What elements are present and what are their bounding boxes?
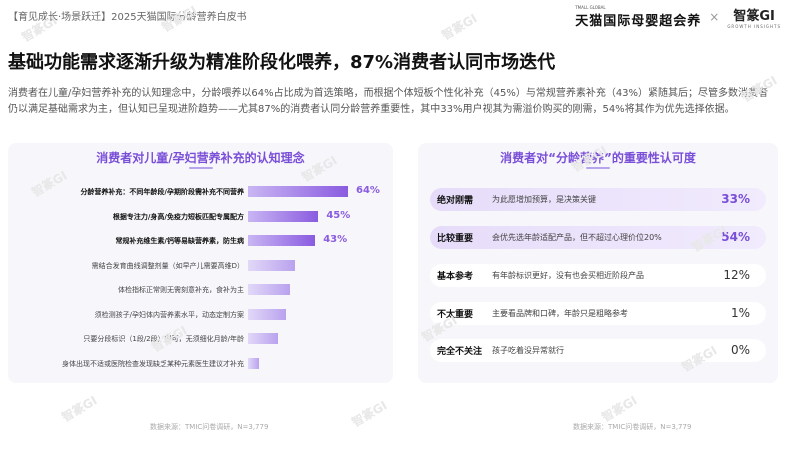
tmall-brand: TMALL GLOBAL 天猫国际母婴超会养 xyxy=(575,5,701,29)
importance-value: 54% xyxy=(721,230,750,244)
left-bar-chart: 分龄营养补充：不同年龄段/孕期阶段需补充不同营养 64% 根据专注力/身高/免疫力短… xyxy=(8,143,393,383)
importance-row: 绝对刚需 为此愿增加预算，是决策关键 33% xyxy=(430,188,766,211)
watermark: 智篆GI xyxy=(439,11,480,43)
bar-category-label: 须检测孩子/孕妇体内营养素水平，动态定制方案 xyxy=(94,310,244,319)
bar xyxy=(248,235,316,246)
importance-description: 为此愿增加预算，是决策关键 xyxy=(492,195,596,204)
bar-category-label: 体检指标正常则无需刻意补充，食补为主 xyxy=(118,286,244,294)
importance-row: 不太重要 主要看品牌和口碑，年龄只是粗略参考 1% xyxy=(430,302,766,325)
right-chart-panel: 消费者对“分龄营养”的重要性认可度 绝对刚需 为此愿增加预算，是决策关键 33% 比较… xyxy=(418,143,778,383)
importance-value: 12% xyxy=(723,268,750,282)
importance-row: 基本参考 有年龄标识更好，没有也会买相近阶段产品 12% xyxy=(430,264,766,287)
importance-description: 会优先选年龄适配产品，但不超过心理价位20% xyxy=(492,233,662,242)
bar-value-label: 64% xyxy=(356,185,380,196)
importance-row: 完全不关注 孩子吃着没异常就行 0% xyxy=(430,339,766,362)
bar-category-label: 分龄营养补充：不同年龄段/孕期阶段需补充不同营养 xyxy=(80,188,244,196)
brand-separator: × xyxy=(709,10,720,24)
header-report-label: 【育见成长·场景跃迁】2025天猫国际分龄营养白皮书 xyxy=(8,12,247,23)
bar-category-label: 只要分段标识（1段/2段）即可，无须细化月龄/年龄 xyxy=(83,335,244,343)
importance-value: 0% xyxy=(730,343,750,357)
watermark: 智篆GI xyxy=(59,393,100,425)
importance-level: 完全不关注 xyxy=(437,347,483,357)
bar-category-label: 常规补充维生素/钙等易缺营养素，防生病 xyxy=(115,237,244,245)
left-chart-panel: 消费者对儿童/孕妇营养补充的认知理念 分龄营养补充：不同年龄段/孕期阶段需补充不… xyxy=(8,143,393,383)
tmall-brand-main: 天猫国际母婴超会养 xyxy=(575,14,702,29)
bar xyxy=(248,333,278,344)
bar xyxy=(248,357,259,369)
left-source-note: 数据来源：TMIC问卷调研，N=3,779 xyxy=(150,423,269,431)
right-title-underline xyxy=(586,167,610,169)
importance-level: 不太重要 xyxy=(437,310,474,320)
bar xyxy=(248,284,291,295)
bar xyxy=(248,308,286,320)
right-source-note: 数据来源：TMIC问卷调研，N=3,779 xyxy=(573,423,692,431)
left-chart-title: 消费者对儿童/孕妇营养补充的认知理念 xyxy=(96,151,305,165)
watermark: 智篆GI xyxy=(349,398,390,430)
importance-level: 基本参考 xyxy=(437,272,474,282)
bar-value-label: 43% xyxy=(323,234,348,245)
bar-category-label: 身体出现不适或医院检查发现缺乏某种元素医生建议才补充 xyxy=(62,359,244,368)
bar-category-label: 需结合发育曲线调整剂量（如早产儿需要高维D） xyxy=(91,261,244,270)
importance-description: 孩子吃着没异常就行 xyxy=(492,346,564,355)
partner-logo-sub: GROWTH INSIGHTS xyxy=(727,24,781,29)
importance-row: 比较重要 会优先选年龄适配产品，但不超过心理价位20% 54% xyxy=(430,226,766,249)
right-chart-title: 消费者对“分龄营养”的重要性认可度 xyxy=(500,151,696,165)
header-brands: TMALL GLOBAL 天猫国际母婴超会养 × 智篆GI GROWTH INS… xyxy=(575,5,781,29)
tmall-brand-small: TMALL GLOBAL xyxy=(575,5,606,10)
intro-paragraph: 消费者在儿童/孕妇营养补充的认知理念中，分龄喂养以64%占比成为首选策略，而根据… xyxy=(8,88,769,115)
importance-level: 绝对刚需 xyxy=(437,196,474,206)
importance-value: 33% xyxy=(721,192,750,206)
bar xyxy=(248,259,295,271)
watermark: 智篆GI xyxy=(599,393,640,425)
partner-logo: 智篆GI GROWTH INSIGHTS xyxy=(727,5,781,29)
importance-value: 1% xyxy=(730,306,750,320)
bar xyxy=(248,186,348,197)
importance-description: 主要看品牌和口碑，年龄只是粗略参考 xyxy=(492,309,628,318)
partner-logo-main: 智篆GI xyxy=(733,9,775,24)
importance-level: 比较重要 xyxy=(437,234,474,244)
bar-value-label: 45% xyxy=(326,209,351,221)
importance-description: 有年龄标识更好，没有也会买相近阶段产品 xyxy=(492,271,644,280)
bar-category-label: 根据专注力/身高/免疫力短板匹配专属配方 xyxy=(112,212,244,221)
page-title: 基础功能需求逐渐升级为精准阶段化喂养，87%消费者认同市场迭代 xyxy=(8,52,556,73)
left-title-underline xyxy=(188,167,213,169)
bar xyxy=(248,210,319,222)
